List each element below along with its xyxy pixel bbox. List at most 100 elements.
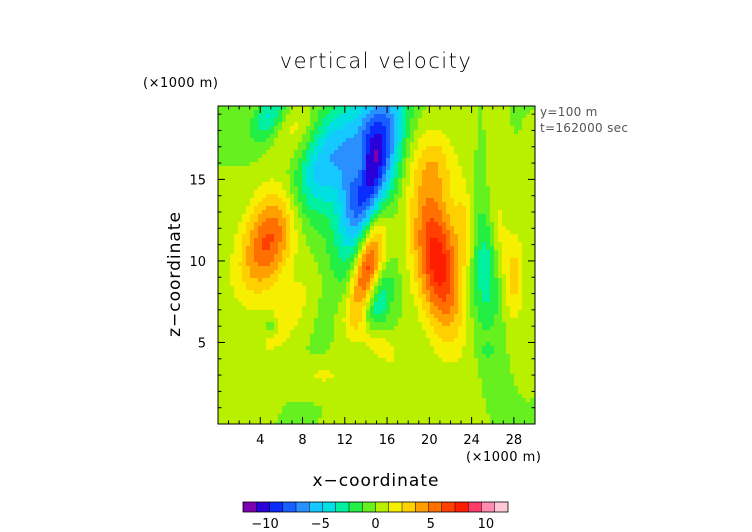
heatmap-cell [474, 342, 479, 347]
heatmap-cell [294, 278, 299, 283]
heatmap-cell [334, 162, 339, 167]
heatmap-cell [386, 138, 391, 143]
heatmap-cell [514, 298, 519, 303]
heatmap-cell [402, 198, 407, 203]
heatmap-cell [510, 166, 515, 171]
heatmap-cell [290, 174, 295, 179]
heatmap-cell [510, 330, 515, 335]
heatmap-cell [330, 278, 335, 283]
heatmap-cell [306, 142, 311, 147]
heatmap-cell [242, 266, 247, 271]
heatmap-cell [426, 170, 431, 175]
heatmap-cell [478, 198, 483, 203]
heatmap-cell [246, 354, 251, 359]
heatmap-cell [398, 270, 403, 275]
heatmap-cell [498, 142, 503, 147]
heatmap-cell [298, 158, 303, 163]
heatmap-cell [386, 130, 391, 135]
heatmap-cell [290, 186, 295, 191]
heatmap-cell [342, 302, 347, 307]
heatmap-cell [294, 166, 299, 171]
heatmap-cell [230, 326, 235, 331]
heatmap-cell [258, 218, 263, 223]
heatmap-cell [374, 166, 379, 171]
heatmap-cell [474, 202, 479, 207]
heatmap-cell [366, 306, 371, 311]
heatmap-cell [346, 270, 351, 275]
heatmap-cell [238, 274, 243, 279]
heatmap-cell [526, 130, 531, 135]
heatmap-cell [286, 342, 291, 347]
heatmap-cell [438, 254, 443, 259]
heatmap-cell [410, 146, 415, 151]
heatmap-cell [426, 270, 431, 275]
heatmap-cell [330, 294, 335, 299]
heatmap-cell [354, 338, 359, 343]
heatmap-cell [218, 250, 223, 255]
heatmap-cell [374, 334, 379, 339]
heatmap-cell [334, 230, 339, 235]
heatmap-cell [234, 114, 239, 119]
heatmap-cell [402, 294, 407, 299]
heatmap-cell [458, 330, 463, 335]
heatmap-cell [506, 338, 511, 343]
heatmap-cell [270, 234, 275, 239]
heatmap-cell [366, 310, 371, 315]
heatmap-cell [458, 298, 463, 303]
heatmap-cell [454, 150, 459, 155]
heatmap-cell [322, 274, 327, 279]
heatmap-cell [378, 294, 383, 299]
heatmap-cell [406, 150, 411, 155]
heatmap-cell [470, 194, 475, 199]
heatmap-cell [394, 238, 399, 243]
heatmap-cell [474, 326, 479, 331]
heatmap-cell [242, 282, 247, 287]
heatmap-cell [222, 194, 227, 199]
heatmap-cell [338, 170, 343, 175]
heatmap-cell [294, 186, 299, 191]
heatmap-cell [478, 174, 483, 179]
heatmap-cell [370, 274, 375, 279]
heatmap-cell [478, 154, 483, 159]
heatmap-cell [242, 118, 247, 123]
heatmap-cell [222, 286, 227, 291]
heatmap-cell [346, 206, 351, 211]
heatmap-cell [326, 270, 331, 275]
heatmap-cell [270, 318, 275, 323]
heatmap-cell [426, 214, 431, 219]
heatmap-cell [474, 138, 479, 143]
heatmap-cell [438, 134, 443, 139]
heatmap-cell [362, 198, 367, 203]
heatmap-cell [430, 186, 435, 191]
heatmap-cell [394, 146, 399, 151]
heatmap-cell [266, 210, 271, 215]
heatmap-cell [346, 154, 351, 159]
heatmap-cell [450, 314, 455, 319]
heatmap-cell [338, 142, 343, 147]
heatmap-cell [454, 282, 459, 287]
heatmap-cell [482, 210, 487, 215]
heatmap-cell [502, 238, 507, 243]
heatmap-cell [486, 114, 491, 119]
heatmap-cell [394, 306, 399, 311]
heatmap-cell [230, 310, 235, 315]
heatmap-cell [390, 266, 395, 271]
heatmap-cell [338, 266, 343, 271]
heatmap-cell [294, 130, 299, 135]
heatmap-cell [234, 198, 239, 203]
heatmap-cell [322, 158, 327, 163]
heatmap-cell [382, 282, 387, 287]
heatmap-cell [302, 302, 307, 307]
heatmap-cell [238, 350, 243, 355]
heatmap-cell [254, 202, 259, 207]
heatmap-cell [502, 310, 507, 315]
heatmap-cell [238, 174, 243, 179]
heatmap-cell [442, 318, 447, 323]
heatmap-cell [410, 302, 415, 307]
heatmap-cell [226, 250, 231, 255]
heatmap-cell [306, 230, 311, 235]
heatmap-cell [342, 134, 347, 139]
heatmap-cell [266, 330, 271, 335]
heatmap-cell [366, 142, 371, 147]
heatmap-cell [226, 206, 231, 211]
